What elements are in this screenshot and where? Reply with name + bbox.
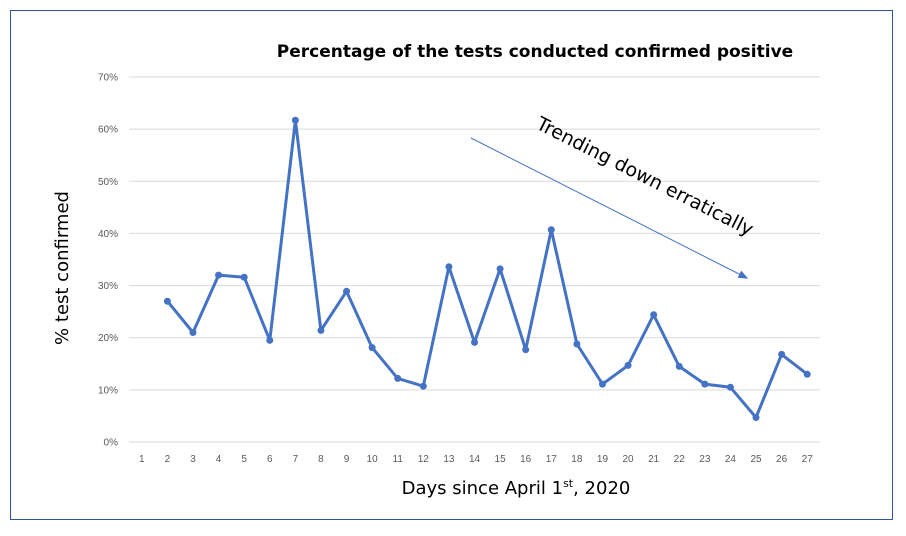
x-tick-label: 11	[393, 454, 404, 465]
data-point	[343, 287, 351, 295]
x-tick-label: 25	[750, 454, 762, 465]
data-point	[701, 380, 709, 388]
x-tick-label: 21	[648, 454, 660, 465]
x-tick-labels: 1 2 3 4 5 6 7 8 9 10 11 12 13 14 15 16 17 18 19 20 21 22 23 24 2…	[139, 454, 813, 465]
series-line	[166, 118, 809, 419]
y-tick-label: 20%	[98, 333, 118, 344]
x-tick-label: 16	[520, 454, 532, 465]
trend-arrow-head	[737, 270, 749, 279]
data-point	[496, 265, 504, 273]
x-tick-label: 24	[725, 454, 737, 465]
data-point	[291, 116, 299, 124]
data-point	[471, 338, 478, 346]
data-point	[573, 340, 581, 348]
y-axis-label: % test confirmed	[52, 191, 73, 345]
data-point	[163, 297, 171, 305]
x-tick-label: 8	[318, 454, 324, 465]
x-tick-label: 7	[293, 454, 299, 465]
x-tick-label: 10	[367, 454, 379, 465]
data-point	[778, 350, 786, 358]
trend-arrow	[470, 137, 744, 277]
data-point	[522, 346, 530, 354]
x-tick-label: 19	[597, 454, 609, 465]
x-tick-label: 22	[674, 454, 686, 465]
x-tick-label: 1	[139, 454, 145, 465]
x-tick-label: 5	[241, 454, 247, 465]
x-tick-label: 15	[495, 454, 507, 465]
data-point	[419, 382, 427, 390]
chart-frame	[10, 10, 893, 520]
x-tick-label: 18	[571, 454, 583, 465]
y-tick-label: 10%	[98, 385, 118, 396]
x-tick-label: 17	[546, 454, 558, 465]
x-tick-label: 23	[699, 454, 711, 465]
x-tick-label: 4	[216, 454, 222, 465]
data-point	[368, 344, 376, 352]
y-tick-label: 0%	[104, 438, 119, 449]
data-points	[163, 116, 811, 421]
y-tick-label: 40%	[98, 229, 118, 240]
x-axis-label: Days since April 1st, 2020	[402, 477, 631, 499]
trend-annotation: Trending down erratically	[532, 112, 757, 240]
data-point	[240, 273, 248, 281]
x-tick-label: 20	[622, 454, 634, 465]
data-point	[624, 361, 632, 369]
x-tick-label: 12	[418, 454, 430, 465]
gridlines	[129, 76, 820, 443]
data-point	[598, 380, 606, 388]
data-point	[650, 311, 658, 319]
x-tick-label: 2	[165, 454, 171, 465]
x-tick-label: 14	[469, 454, 481, 465]
data-point	[266, 336, 274, 344]
y-tick-label: 60%	[98, 125, 118, 136]
x-tick-label: 13	[443, 454, 455, 465]
data-point	[215, 271, 223, 279]
data-point	[547, 226, 555, 234]
x-tick-label: 26	[776, 454, 788, 465]
y-tick-labels: 0% 10% 20% 30% 40% 50% 60% 70%	[98, 73, 118, 449]
data-point	[675, 362, 683, 370]
x-tick-label: 9	[344, 454, 350, 465]
data-point	[726, 383, 734, 391]
chart-title: Percentage of the tests conducted confir…	[277, 42, 793, 62]
y-tick-label: 30%	[98, 281, 118, 292]
y-tick-label: 50%	[98, 177, 118, 188]
x-tick-label: 27	[802, 454, 814, 465]
data-point	[445, 263, 453, 271]
x-tick-label: 3	[190, 454, 196, 465]
data-point	[803, 370, 811, 378]
data-point	[752, 413, 760, 421]
data-point	[189, 329, 197, 336]
data-point	[317, 326, 325, 334]
y-tick-label: 70%	[98, 73, 118, 84]
x-tick-label: 6	[267, 454, 273, 465]
data-point	[394, 374, 402, 382]
